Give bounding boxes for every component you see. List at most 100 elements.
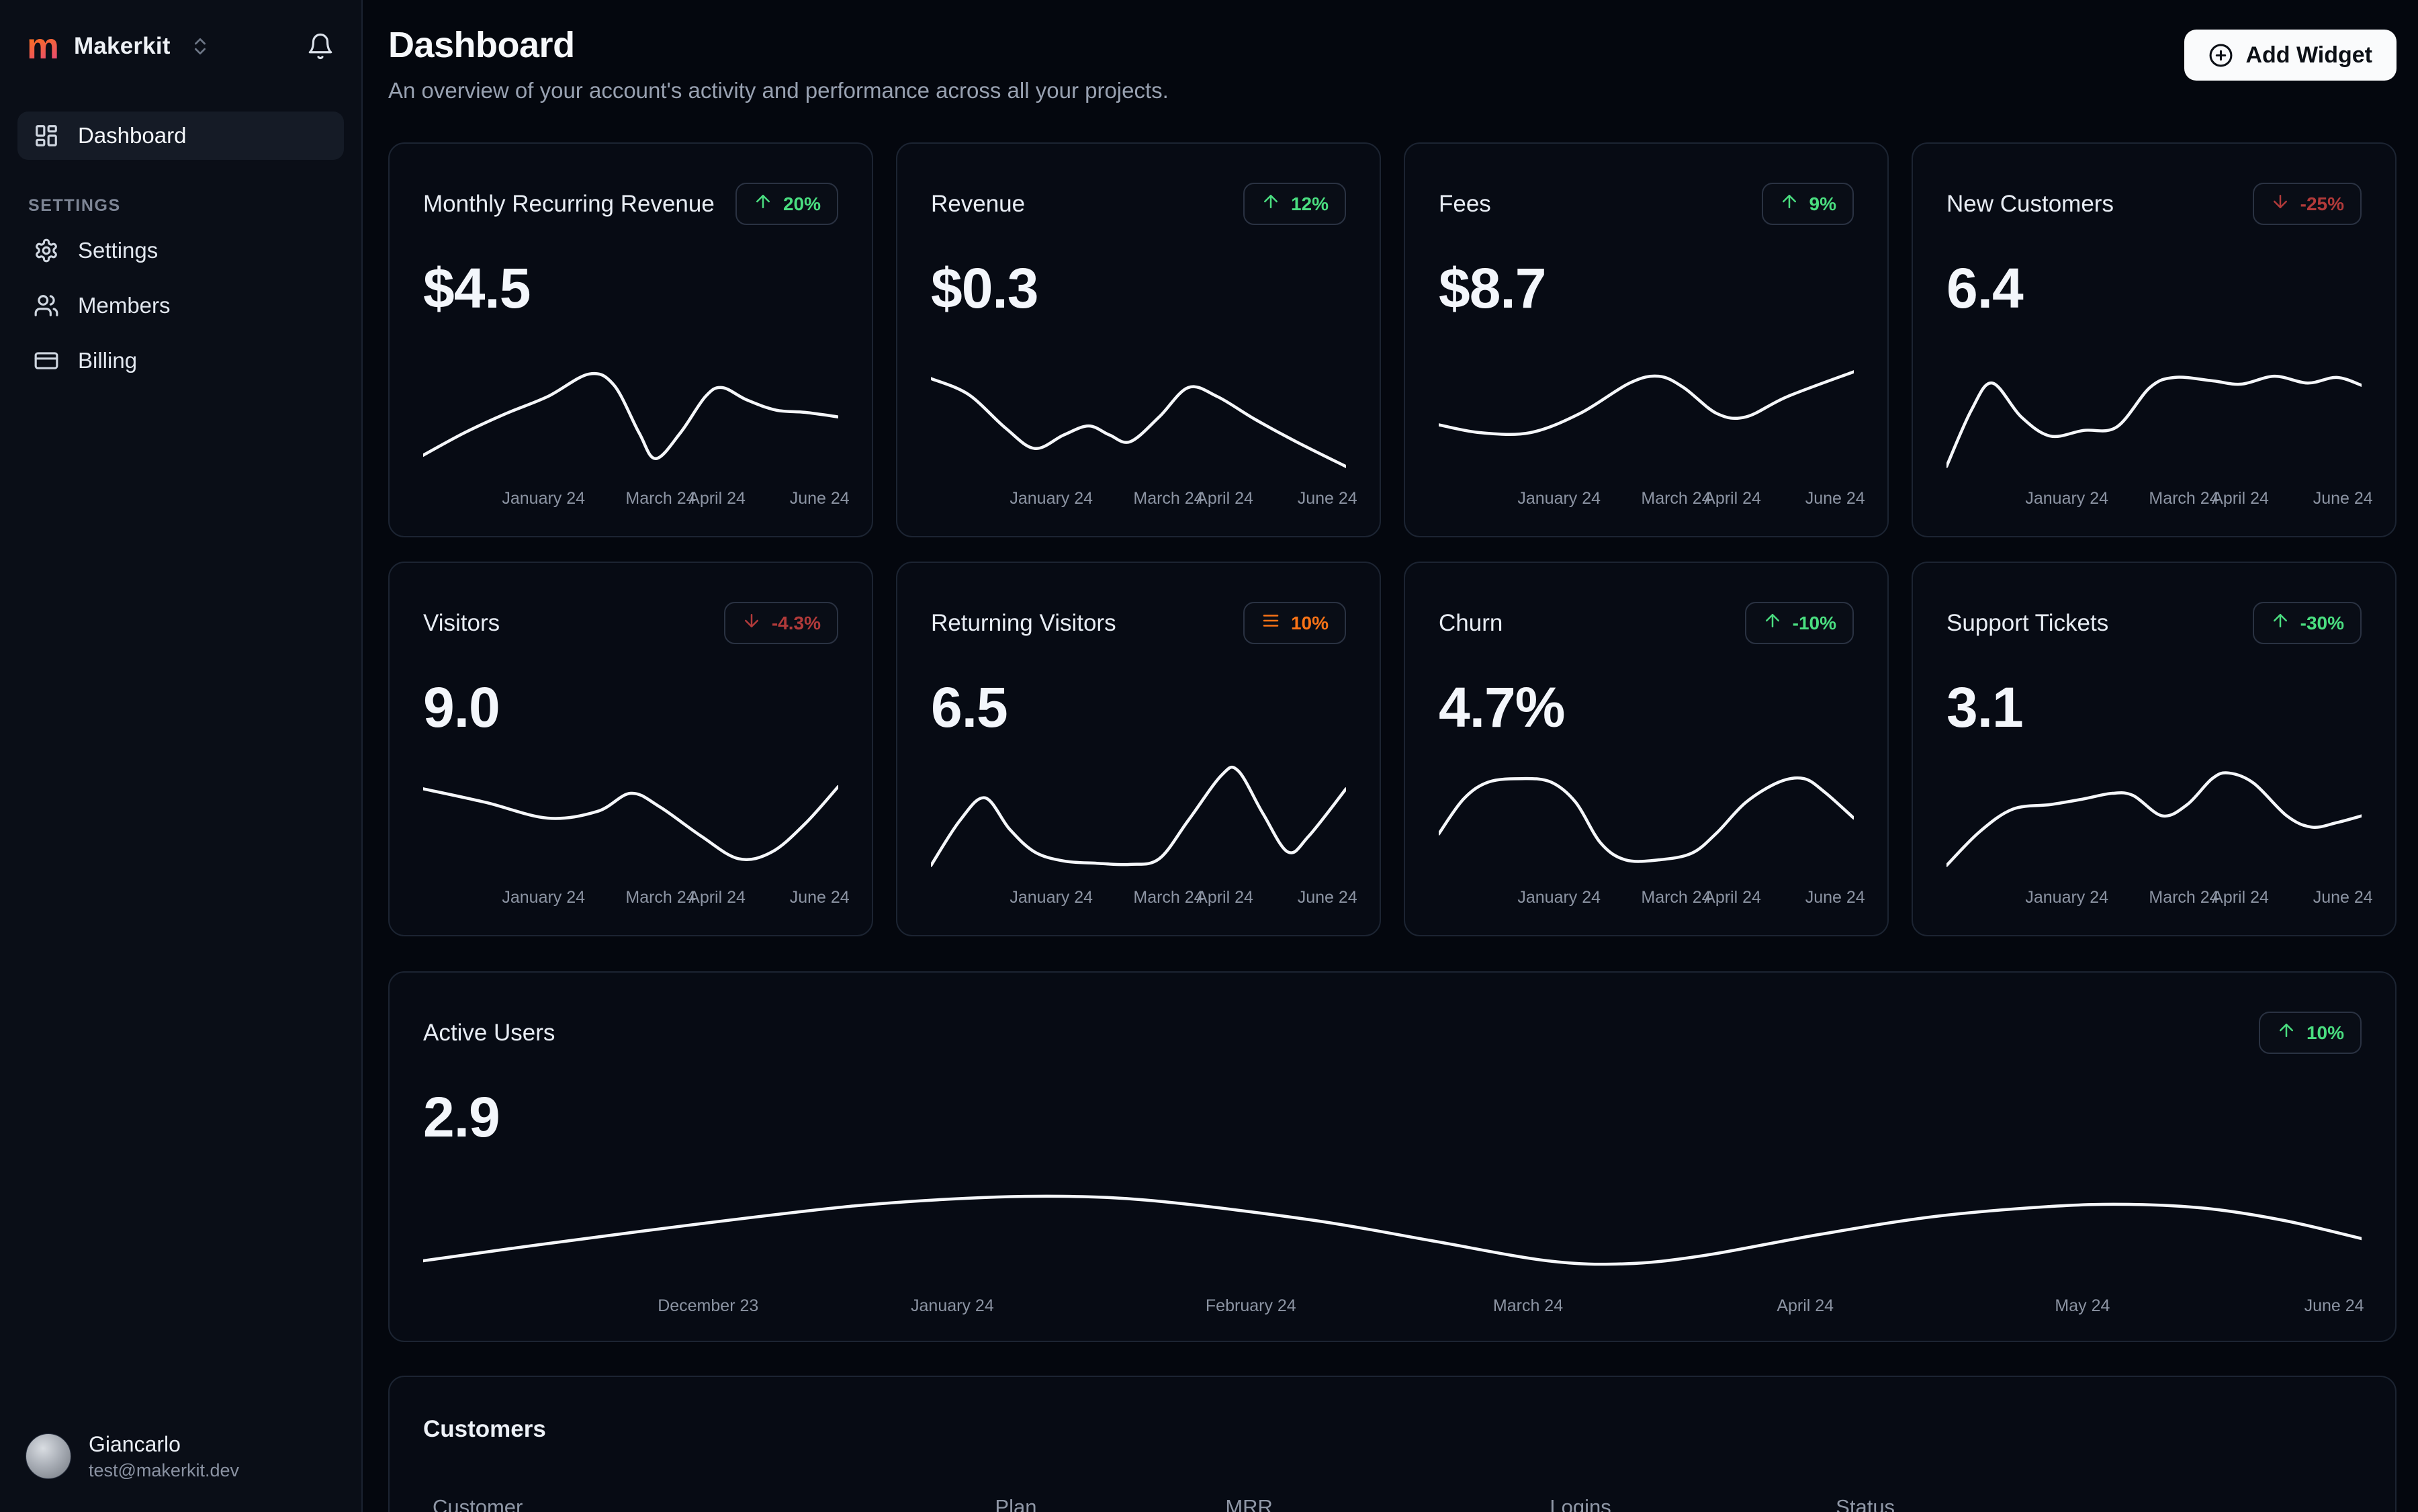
sidebar-item-members[interactable]: Members	[17, 281, 344, 330]
brand-name: Makerkit	[74, 33, 171, 59]
stat-card: Churn -10% 4.7% January 24 March 24 April …	[1404, 562, 1889, 936]
stat-card-title: Support Tickets	[1946, 609, 2109, 636]
active-users-card: Active Users 10% 2.9 December 23 January …	[388, 971, 2397, 1342]
x-axis-label: March 24	[1641, 489, 1711, 508]
trend-flat-icon	[1263, 615, 1279, 627]
trend-value: 20%	[782, 193, 821, 214]
stat-card: Fees 9% $8.7 January 24 March 24 April 24 J…	[1404, 142, 1889, 537]
avatar	[26, 1433, 71, 1479]
sidebar-item-settings[interactable]: Settings	[17, 226, 344, 275]
x-axis-label: June 24	[2313, 489, 2373, 508]
sidebar-item-dashboard[interactable]: Dashboard	[17, 112, 344, 160]
trend-value: 12%	[1290, 193, 1329, 214]
stat-card-value: $8.7	[1439, 257, 1547, 320]
workspace-selector[interactable]	[189, 36, 211, 57]
stat-card: Visitors -4.3% 9.0 January 24 March 24 Apr…	[388, 562, 873, 936]
x-axis-label: March 24	[2149, 888, 2219, 907]
x-axis-label: March 24	[1641, 888, 1711, 907]
x-axis-labels: January 24 March 24 April 24 June 24	[423, 885, 849, 909]
stat-card-title: Monthly Recurring Revenue	[423, 190, 715, 217]
column-header-logins: Logins	[1550, 1495, 1611, 1512]
sparkline-area: January 24 March 24 April 24 June 24	[931, 762, 1357, 909]
notifications-button[interactable]	[306, 32, 334, 60]
users-icon	[34, 295, 58, 316]
x-axis-labels: January 24 March 24 April 24 June 24	[1439, 885, 1865, 909]
column-header-status: Status	[1836, 1495, 1895, 1512]
primary-nav: Dashboard	[17, 112, 344, 160]
stat-cards-row-2: Visitors -4.3% 9.0 January 24 March 24 Apr…	[388, 562, 2397, 936]
trend-badge: 10%	[2258, 1012, 2362, 1054]
trend-up-icon	[2273, 614, 2287, 627]
x-axis-labels: January 24 March 24 April 24 June 24	[931, 885, 1357, 909]
stat-card: Monthly Recurring Revenue 20% $4.5 Janua…	[388, 142, 873, 537]
x-axis-label: April 24	[1196, 489, 1253, 508]
trend-down-icon	[744, 614, 758, 627]
add-widget-label: Add Widget	[2245, 42, 2372, 68]
x-axis-label: January 24	[911, 1296, 994, 1315]
x-axis-label: December 23	[658, 1296, 759, 1315]
sparkline-chart	[931, 762, 1346, 875]
x-axis-label: March 24	[625, 888, 696, 907]
x-axis-label: June 24	[789, 888, 850, 907]
x-axis-label: January 24	[1517, 489, 1601, 508]
sparkline-area: January 24 March 24 April 24 June 24	[931, 363, 1357, 510]
x-axis-label: June 24	[2304, 1296, 2364, 1315]
x-axis-label: June 24	[1805, 489, 1865, 508]
trend-value: 10%	[1290, 612, 1329, 633]
stat-card-title: Fees	[1439, 190, 1491, 217]
trend-badge: -25%	[2252, 183, 2362, 225]
stat-card: Revenue 12% $0.3 January 24 March 24 April…	[896, 142, 1381, 537]
stat-card-value: 9.0	[423, 676, 500, 739]
trend-up-icon	[1765, 614, 1779, 627]
trend-up-icon	[756, 195, 770, 208]
x-axis-labels: January 24 March 24 April 24 June 24	[931, 486, 1357, 510]
sparkline-chart	[423, 762, 838, 875]
x-axis-label: January 24	[2025, 489, 2109, 508]
stat-card-value: $4.5	[423, 257, 531, 320]
trend-badge: 10%	[1243, 602, 1346, 644]
stat-card-value: $0.3	[931, 257, 1039, 320]
x-axis-label: March 24	[1133, 489, 1204, 508]
page-header: Dashboard An overview of your account's …	[388, 24, 2397, 103]
trend-badge: 20%	[735, 183, 838, 225]
credit-card-icon	[34, 352, 58, 369]
page-title: Dashboard	[388, 25, 575, 65]
main-content: Dashboard An overview of your account's …	[363, 0, 2418, 1512]
chevrons-up-down-icon	[194, 38, 206, 54]
column-header-mrr: MRR	[1225, 1495, 1273, 1512]
x-axis-label: April 24	[1196, 888, 1253, 907]
customers-card: Customers Customer Plan MRR Logins Statu…	[388, 1376, 2397, 1512]
x-axis-label: June 24	[789, 489, 850, 508]
customers-table-header: Customer Plan MRR Logins Status	[423, 1495, 2362, 1512]
circle-plus-icon	[2209, 44, 2233, 66]
stat-card-value: 2.9	[423, 1085, 500, 1149]
sidebar-item-label: Billing	[78, 348, 138, 373]
active-users-section: Active Users 10% 2.9 December 23 January …	[388, 971, 2397, 1342]
trend-value: 10%	[2306, 1022, 2344, 1043]
sidebar-header: m Makerkit	[17, 24, 344, 64]
x-axis-label: June 24	[1805, 888, 1865, 907]
x-axis-label: January 24	[2025, 888, 2109, 907]
trend-up-icon	[2279, 1024, 2293, 1037]
sidebar-item-billing[interactable]: Billing	[17, 337, 344, 385]
settings-nav: Settings Members Billing	[17, 226, 344, 385]
stat-card: Support Tickets -30% 3.1 January 24 March…	[1912, 562, 2397, 936]
add-widget-button[interactable]: Add Widget	[2184, 30, 2397, 81]
stat-card: Returning Visitors 10% 6.5 January 24 Mar…	[896, 562, 1381, 936]
stat-card-title: New Customers	[1946, 190, 2114, 217]
sparkline-area: January 24 March 24 April 24 June 24	[1439, 762, 1865, 909]
trend-value: 9%	[1809, 193, 1836, 214]
sparkline-area: December 23 January 24 February 24 March 24…	[423, 1182, 2364, 1318]
x-axis-labels: January 24 March 24 April 24 June 24	[1946, 486, 2372, 510]
settings-section-label: SETTINGS	[28, 196, 121, 215]
user-menu[interactable]: Giancarlo test@makerkit.dev	[17, 1427, 344, 1485]
sparkline-area: January 24 March 24 April 24 June 24	[423, 762, 850, 909]
sparkline-chart	[1439, 762, 1854, 875]
trend-badge: -30%	[2252, 602, 2362, 644]
x-axis-label: April 24	[2212, 888, 2269, 907]
sparkline-area: January 24 March 24 April 24 June 24	[1946, 762, 2373, 909]
stat-card-value: 6.5	[931, 676, 1008, 739]
x-axis-label: January 24	[1010, 489, 1093, 508]
x-axis-label: January 24	[1517, 888, 1601, 907]
stat-card-value: 4.7%	[1439, 676, 1565, 739]
